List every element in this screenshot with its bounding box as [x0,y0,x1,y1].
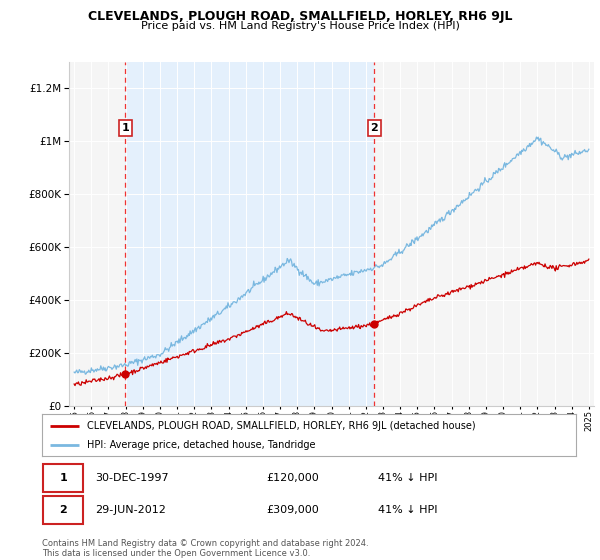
Text: 41% ↓ HPI: 41% ↓ HPI [379,505,438,515]
Text: HPI: Average price, detached house, Tandridge: HPI: Average price, detached house, Tand… [88,440,316,450]
Text: 1: 1 [122,123,130,133]
Text: CLEVELANDS, PLOUGH ROAD, SMALLFIELD, HORLEY, RH6 9JL: CLEVELANDS, PLOUGH ROAD, SMALLFIELD, HOR… [88,10,512,23]
Text: £120,000: £120,000 [266,473,319,483]
FancyBboxPatch shape [43,464,83,492]
Text: 2: 2 [370,123,378,133]
Text: Contains HM Land Registry data © Crown copyright and database right 2024.
This d: Contains HM Land Registry data © Crown c… [42,539,368,558]
Text: CLEVELANDS, PLOUGH ROAD, SMALLFIELD, HORLEY, RH6 9JL (detached house): CLEVELANDS, PLOUGH ROAD, SMALLFIELD, HOR… [88,421,476,431]
Text: £309,000: £309,000 [266,505,319,515]
Text: 2: 2 [59,505,67,515]
Text: Price paid vs. HM Land Registry's House Price Index (HPI): Price paid vs. HM Land Registry's House … [140,21,460,31]
Text: 29-JUN-2012: 29-JUN-2012 [95,505,166,515]
Text: 30-DEC-1997: 30-DEC-1997 [95,473,169,483]
FancyBboxPatch shape [43,496,83,525]
Text: 1: 1 [59,473,67,483]
Text: 41% ↓ HPI: 41% ↓ HPI [379,473,438,483]
Bar [125,62,374,406]
